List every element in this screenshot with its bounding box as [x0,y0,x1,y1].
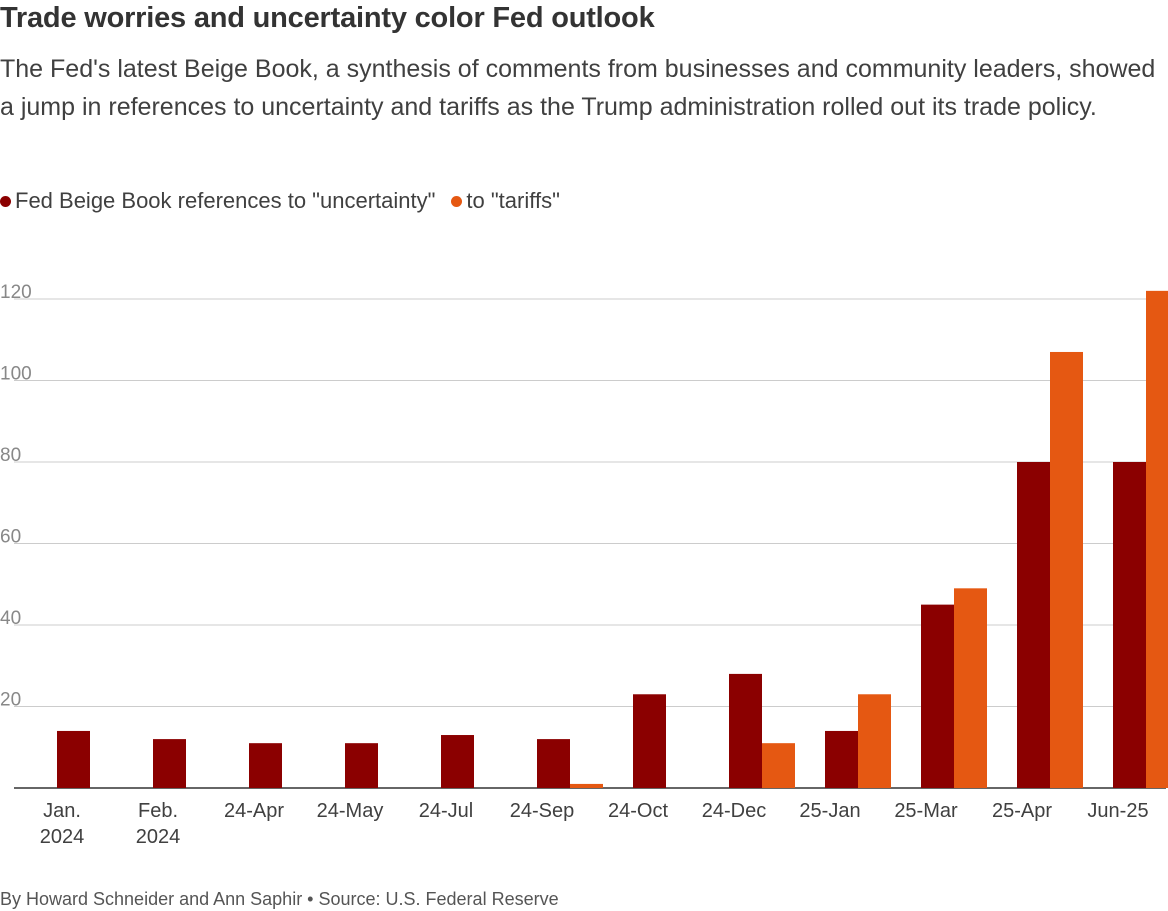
y-tick-label: 40 [0,608,21,629]
bar-uncertainty [153,739,186,788]
bar-tariffs [954,588,987,788]
x-tick-label: Jun-25 [1087,800,1148,822]
x-tick-label: 24-Jul [419,800,473,822]
bars [57,290,1168,788]
bar-tariffs [570,783,603,788]
bar-tariffs [762,743,795,788]
bar-uncertainty [57,730,90,788]
bar-uncertainty [441,735,474,788]
y-tick-label: 20 [0,690,21,711]
legend-swatch-tariffs [451,195,463,207]
bar-chart: 20 40 60 80 100 120 Jan. 2024 Feb. 2024 24-Apr 24-… [0,282,1168,848]
bar-tariffs [858,694,891,788]
x-tick-label: 24-Dec [702,800,766,822]
x-tick-label: Feb. [138,800,178,822]
bar-uncertainty [1113,462,1146,788]
chart-title: Trade worries and uncertainty color Fed … [0,2,655,34]
x-tick-label: Jan. [43,800,81,822]
legend: Fed Beige Book references to "uncertaint… [0,188,560,214]
x-tick-label: 25-Apr [992,800,1052,822]
legend-item-uncertainty: Fed Beige Book references to "uncertaint… [0,188,435,214]
byline-source: By Howard Schneider and Ann Saphir • Sou… [0,889,559,909]
x-tick-label: 24-May [317,800,384,822]
x-tick-label: 24-Oct [608,800,668,822]
y-tick-label: 100 [0,364,32,385]
legend-label-uncertainty: Fed Beige Book references to "uncertaint… [15,188,436,213]
chart-subtitle: The Fed's latest Beige Book, a synthesis… [0,55,1156,121]
bar-uncertainty [345,743,378,788]
grid-lines: 20 40 60 80 100 120 [0,282,1166,789]
x-axis-labels: Jan. 2024 Feb. 2024 24-Apr 24-May 24-Jul 24-Sep… [40,800,1149,848]
x-tick-label: 25-Mar [894,800,958,822]
y-tick-label: 120 [0,282,32,303]
legend-swatch-uncertainty [0,195,11,207]
x-tick-label: 24-Sep [510,800,575,822]
bar-uncertainty [633,694,666,788]
x-tick-label: 2024 [136,826,181,848]
bar-tariffs [1050,351,1083,788]
x-tick-label: 25-Jan [799,800,860,822]
bar-uncertainty [1017,462,1050,788]
bar-uncertainty [825,730,858,788]
bar-tariffs [1146,290,1168,788]
legend-item-tariffs: to "tariffs" [451,188,560,214]
legend-label-tariffs: to "tariffs" [466,188,560,213]
bar-uncertainty [537,739,570,788]
x-tick-label: 24-Apr [224,800,284,822]
bar-uncertainty [729,673,762,788]
x-tick-label: 2024 [40,826,85,848]
y-tick-label: 60 [0,527,21,548]
bar-uncertainty [249,743,282,788]
y-tick-label: 80 [0,445,21,466]
bar-uncertainty [921,604,954,788]
